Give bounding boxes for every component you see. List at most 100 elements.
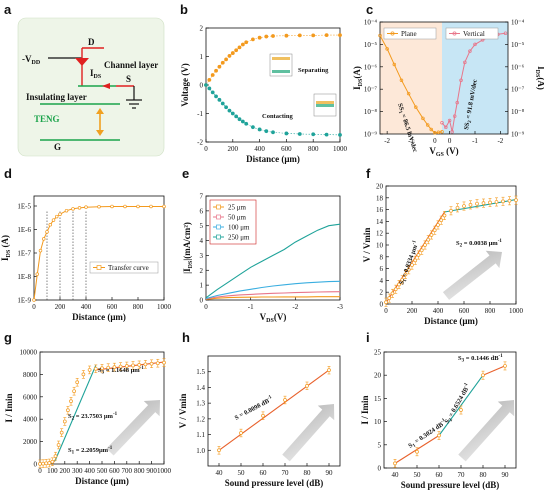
e-legend-label-0: 25 μm [228, 204, 247, 212]
e-y-tick-label-4: 4 [200, 237, 204, 245]
f-point-18 [442, 213, 447, 218]
i-s3-label: S3 = 0.1446 dB-1 [458, 354, 503, 364]
g-point-14 [87, 368, 92, 372]
c-right-y-tick-label-4: 10⁻⁵ [511, 41, 525, 49]
h-x-tick-label-2: 60 [260, 469, 268, 477]
c-x-axis-label: VGS (V) [429, 146, 458, 158]
g-point-16 [100, 366, 104, 371]
c-point-0-2 [392, 62, 397, 67]
panel-letter-f: f [366, 166, 371, 181]
b-point-0-10 [237, 45, 242, 50]
h-x-axis-label: Sound pressure level (dB) [225, 478, 323, 488]
d-x-tick-label-1: 200 [55, 303, 66, 311]
h-point-0 [217, 448, 221, 453]
d-legend-box [89, 261, 159, 274]
g-x-axis-label: Distance (μm) [75, 476, 129, 486]
b-point-1-6 [224, 105, 229, 110]
c-left-region [380, 22, 442, 134]
b-point-1-0 [204, 83, 208, 87]
drain-label: D [88, 37, 95, 47]
f-point-7 [406, 267, 411, 272]
g-point-26 [162, 360, 166, 365]
f-y-tick-label-7: 14 [376, 218, 384, 226]
e-legend-marker-1 [216, 214, 221, 220]
panel-letter-c: c [366, 2, 373, 17]
h-x-tick-label-4: 80 [304, 469, 312, 477]
i-x-tick-label-4: 80 [480, 471, 488, 479]
f-point-20 [455, 205, 460, 210]
b-point-0-14 [257, 35, 262, 40]
c-legend-marker-0 [390, 31, 395, 36]
f-point-5 [400, 277, 405, 282]
g-point-3 [47, 461, 52, 465]
g-x-tick-label-10: 1000 [157, 467, 172, 475]
g-point-15 [93, 366, 98, 371]
panel-letter-b: b [180, 2, 188, 17]
d-y-tick-label-3: 1E-6 [17, 226, 31, 234]
c-point-1-3 [450, 130, 454, 134]
f-point-4 [397, 282, 401, 287]
f-y-axis-label: V / Vmin [362, 228, 372, 263]
e-series-3-line [205, 223, 341, 299]
i-point-1 [415, 449, 419, 454]
c-legend-label-0: Plane [401, 30, 417, 38]
c-x-axis-label-unit: (V) [444, 146, 459, 156]
g-point-25 [155, 361, 160, 366]
g-fit-line-1 [54, 365, 97, 462]
g-x-tick-label-6: 600 [109, 467, 120, 475]
f-point-25 [488, 200, 492, 205]
b-point-1-21 [338, 132, 342, 137]
e-y-tick-label-5: 5 [200, 222, 204, 230]
g-point-13 [81, 372, 86, 377]
c-legend-marker-1 [452, 31, 457, 36]
f-point-2 [390, 291, 395, 296]
f-point-17 [439, 218, 444, 223]
e-y-tick-label-0: 0 [200, 297, 204, 305]
b-point-0-13 [251, 37, 255, 42]
f-y-tick-label-0: 0 [380, 301, 384, 309]
d-x-tick-label-0: 0 [32, 303, 36, 311]
e-series-0-line [205, 296, 340, 300]
b-point-1-4 [217, 97, 222, 102]
h-x-tick-label-3: 70 [282, 469, 290, 477]
c-point-1-7 [463, 60, 467, 65]
i-y-tick-label-2: 10 [374, 418, 382, 426]
i-y-tick-label-5: 25 [374, 349, 382, 357]
i-point-5 [503, 364, 507, 368]
d-y-axis-label: IDS (A) [0, 235, 12, 261]
e-legend-marker-0 [216, 204, 221, 210]
d-point-15 [123, 204, 127, 209]
f-y-tick-label-6: 12 [376, 230, 384, 238]
g-y-tick-label-3: 6000 [23, 393, 38, 401]
h-y-axis-label: V / Vmin [178, 394, 188, 429]
f-point-13 [426, 237, 431, 242]
g-point-0 [38, 462, 42, 466]
h-point-2 [261, 413, 265, 418]
b-point-1-1 [207, 86, 212, 91]
e-legend-marker-2 [216, 224, 221, 230]
c-right-y-tick-label-3: 10⁻⁶ [511, 63, 525, 71]
i-y-tick-label-4: 20 [374, 372, 382, 380]
b-point-1-20 [324, 132, 329, 137]
b-y-tick-label-0: -2 [197, 139, 203, 147]
f-point-22 [468, 203, 473, 207]
panel-letter-h: h [182, 330, 190, 345]
b-point-0-9 [234, 48, 239, 53]
d-point-10 [71, 207, 75, 211]
c-y2-axis-label-unit: (A) [536, 77, 544, 90]
b-point-1-15 [264, 129, 269, 134]
f-point-16 [436, 223, 440, 227]
f-point-11 [419, 248, 424, 253]
b-inset-contacting-top [316, 101, 334, 104]
b-point-0-21 [338, 33, 342, 38]
d-x-tick-label-5: 1000 [157, 303, 172, 311]
c-point-1-6 [459, 78, 463, 82]
b-point-0-7 [227, 54, 232, 58]
g-y-tick-label-4: 8000 [23, 371, 38, 379]
c-left-y-tick-label-4: 10⁻⁵ [364, 41, 378, 49]
f-y-tick-label-2: 4 [380, 277, 384, 285]
c-legend-box-1 [445, 27, 499, 40]
f-point-0 [384, 300, 388, 305]
c-y2-axis-label: IDS(A) [534, 66, 544, 90]
